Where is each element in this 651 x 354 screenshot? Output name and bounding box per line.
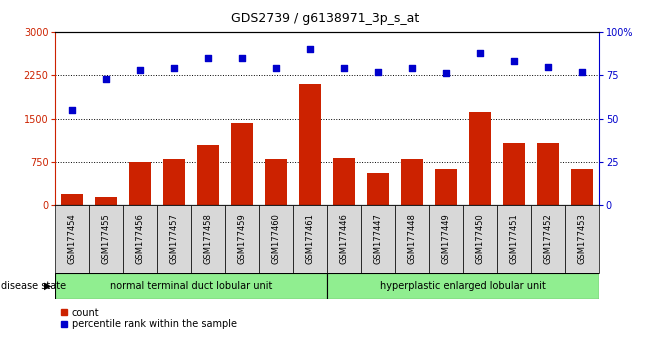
Bar [463,205,497,273]
Legend: count, percentile rank within the sample: count, percentile rank within the sample [60,308,237,330]
Bar [231,122,253,205]
Text: GSM177454: GSM177454 [68,213,77,264]
Bar [197,144,219,205]
Bar [163,159,186,205]
Bar [191,205,225,273]
Bar [259,205,293,273]
Point [203,55,214,61]
Point [169,65,180,71]
Bar [265,159,287,205]
Bar [89,205,123,273]
Bar [130,162,151,205]
Bar [565,205,599,273]
Point [339,65,350,71]
Text: GSM177451: GSM177451 [510,213,518,264]
Bar [395,205,429,273]
Text: GSM177460: GSM177460 [271,213,281,264]
Bar [367,173,389,205]
Point [237,55,247,61]
Bar [158,205,191,273]
Bar [361,205,395,273]
Point [407,65,417,71]
Text: GSM177461: GSM177461 [305,213,314,264]
Text: GSM177455: GSM177455 [102,213,111,264]
Text: GSM177447: GSM177447 [374,213,383,264]
Text: GSM177457: GSM177457 [170,213,179,264]
Bar [123,205,158,273]
Bar [401,159,423,205]
Bar [61,194,83,205]
Text: GSM177446: GSM177446 [340,213,349,264]
Bar [95,197,117,205]
Point [373,69,383,75]
Bar [299,84,321,205]
Bar [429,205,463,273]
Text: normal terminal duct lobular unit: normal terminal duct lobular unit [110,281,272,291]
Text: GSM177459: GSM177459 [238,213,247,264]
Text: GSM177448: GSM177448 [408,213,417,264]
Point [475,50,485,56]
Text: GSM177453: GSM177453 [577,213,587,264]
Text: disease state: disease state [1,281,66,291]
Bar [55,273,327,299]
Bar [55,205,89,273]
Bar [327,205,361,273]
Bar [497,205,531,273]
Text: GSM177456: GSM177456 [136,213,145,264]
Bar [293,205,327,273]
Text: GSM177449: GSM177449 [441,213,450,264]
Text: GDS2739 / g6138971_3p_s_at: GDS2739 / g6138971_3p_s_at [231,12,420,25]
Point [135,67,145,73]
Text: GSM177450: GSM177450 [475,213,484,264]
Text: ▶: ▶ [44,281,51,291]
Bar [327,273,599,299]
Point [67,107,77,113]
Point [441,71,451,76]
Point [271,65,281,71]
Bar [571,169,593,205]
Text: GSM177452: GSM177452 [544,213,553,264]
Point [543,64,553,69]
Bar [469,112,491,205]
Bar [333,158,355,205]
Bar [537,143,559,205]
Text: GSM177458: GSM177458 [204,213,213,264]
Bar [531,205,565,273]
Text: hyperplastic enlarged lobular unit: hyperplastic enlarged lobular unit [380,281,546,291]
Point [305,46,315,52]
Bar [435,170,457,205]
Bar [503,143,525,205]
Point [101,76,111,81]
Bar [225,205,259,273]
Point [577,69,587,75]
Point [509,58,519,64]
